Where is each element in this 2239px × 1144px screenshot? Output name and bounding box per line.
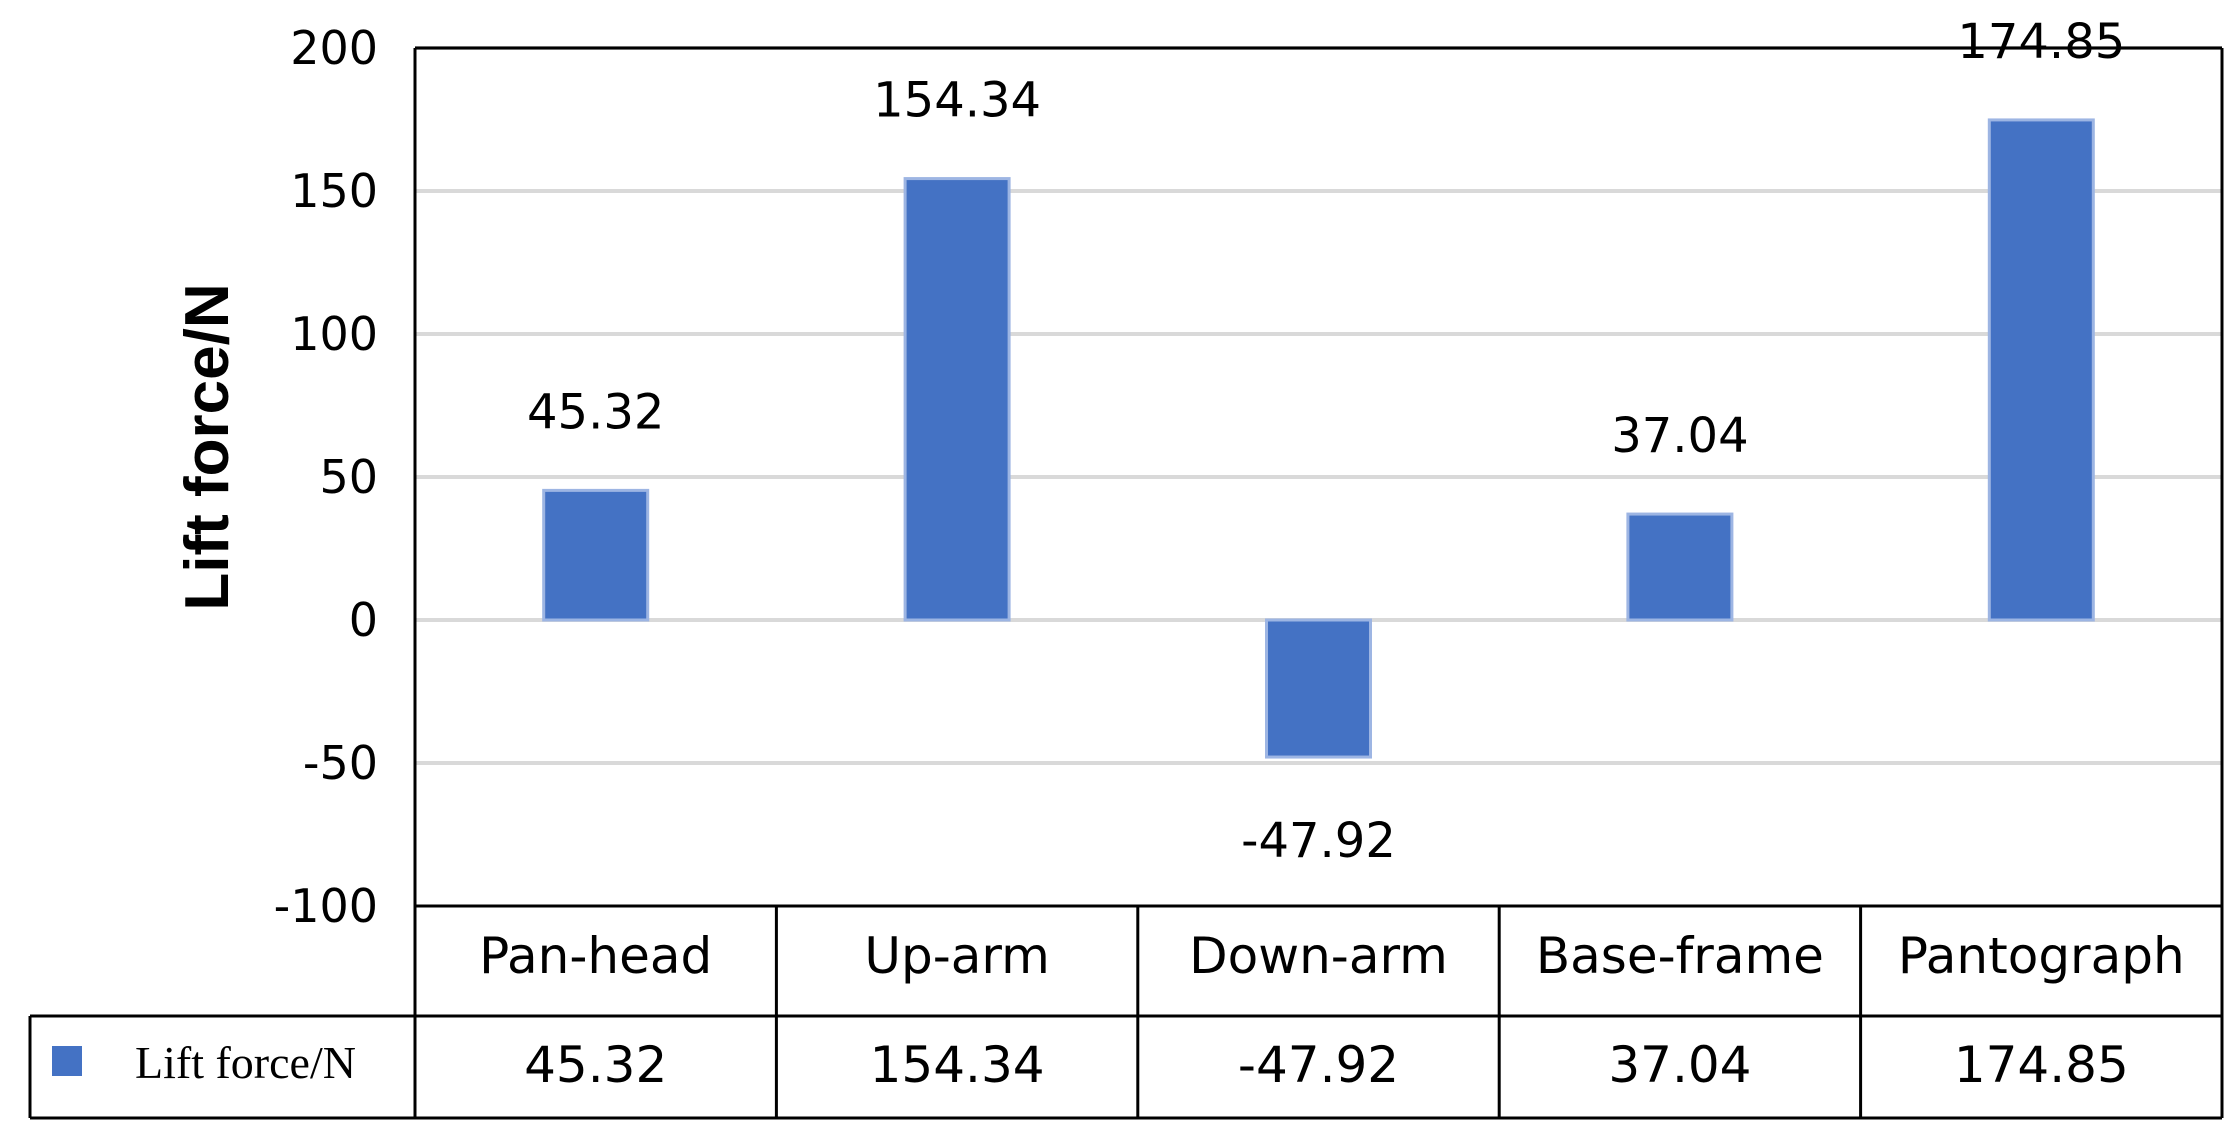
y-tick-label: 0 (349, 593, 378, 647)
y-tick-labels: 200 150 100 50 0 -50 -100 (274, 21, 378, 933)
y-tick-label: 200 (290, 21, 378, 75)
y-tick-label: 50 (319, 450, 378, 504)
data-table: Pan-head 45.32 Up-arm 154.34 Down-arm -47.92 B… (52, 927, 2185, 1094)
data-labels: 45.32 154.34 -47.92 37.04 174.85 (527, 14, 2125, 869)
y-tick-label: 100 (290, 307, 378, 361)
bar-base-frame (1626, 512, 1734, 622)
data-label: 37.04 (1611, 408, 1748, 464)
data-label: -47.92 (1241, 813, 1396, 869)
data-label: 154.34 (873, 73, 1041, 129)
table-value: 37.04 (1608, 1036, 1751, 1094)
bar-down-arm (1265, 618, 1372, 759)
bar-pantograph (1987, 118, 2095, 622)
y-axis-label: Lift force/N (173, 283, 242, 610)
bars (542, 118, 2095, 759)
category-label: Down-arm (1189, 927, 1448, 985)
table-value: -47.92 (1238, 1036, 1399, 1094)
data-label: 174.85 (1957, 14, 2125, 70)
y-tick-label: -100 (274, 879, 378, 933)
category-label: Up-arm (864, 927, 1049, 985)
table-value: 154.34 (870, 1036, 1045, 1094)
table-value: 174.85 (1954, 1036, 2129, 1094)
data-label: 45.32 (527, 384, 664, 440)
category-label: Pan-head (479, 927, 712, 985)
bar-up-arm (903, 177, 1011, 622)
category-label: Base-frame (1536, 927, 1824, 985)
table-value: 45.32 (524, 1036, 667, 1094)
legend-swatch (52, 1046, 82, 1076)
legend-label: Lift force/N (135, 1037, 356, 1088)
category-label: Pantograph (1898, 927, 2185, 985)
bar-pan-head (542, 488, 650, 622)
y-tick-label: 150 (290, 164, 378, 218)
plot-frame (28, 46, 2224, 1120)
y-tick-label: -50 (303, 736, 378, 790)
